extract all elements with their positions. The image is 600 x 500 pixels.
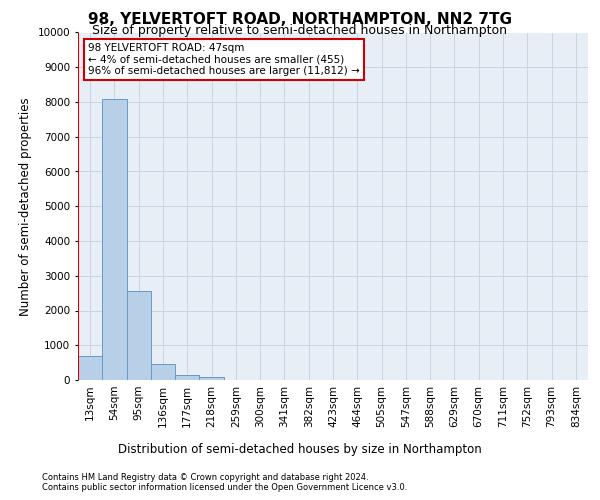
Text: 98 YELVERTOFT ROAD: 47sqm
← 4% of semi-detached houses are smaller (455)
96% of : 98 YELVERTOFT ROAD: 47sqm ← 4% of semi-d… xyxy=(88,43,360,76)
Bar xyxy=(199,377,224,380)
Bar xyxy=(127,292,151,380)
Text: 98, YELVERTOFT ROAD, NORTHAMPTON, NN2 7TG: 98, YELVERTOFT ROAD, NORTHAMPTON, NN2 7T… xyxy=(88,12,512,28)
Y-axis label: Number of semi-detached properties: Number of semi-detached properties xyxy=(19,97,32,316)
Bar xyxy=(102,98,127,380)
Text: Distribution of semi-detached houses by size in Northampton: Distribution of semi-detached houses by … xyxy=(118,442,482,456)
Bar xyxy=(175,376,199,380)
Text: Contains HM Land Registry data © Crown copyright and database right 2024.: Contains HM Land Registry data © Crown c… xyxy=(42,472,368,482)
Bar xyxy=(78,356,102,380)
Text: Size of property relative to semi-detached houses in Northampton: Size of property relative to semi-detach… xyxy=(92,24,508,37)
Text: Contains public sector information licensed under the Open Government Licence v3: Contains public sector information licen… xyxy=(42,482,407,492)
Bar xyxy=(151,364,175,380)
